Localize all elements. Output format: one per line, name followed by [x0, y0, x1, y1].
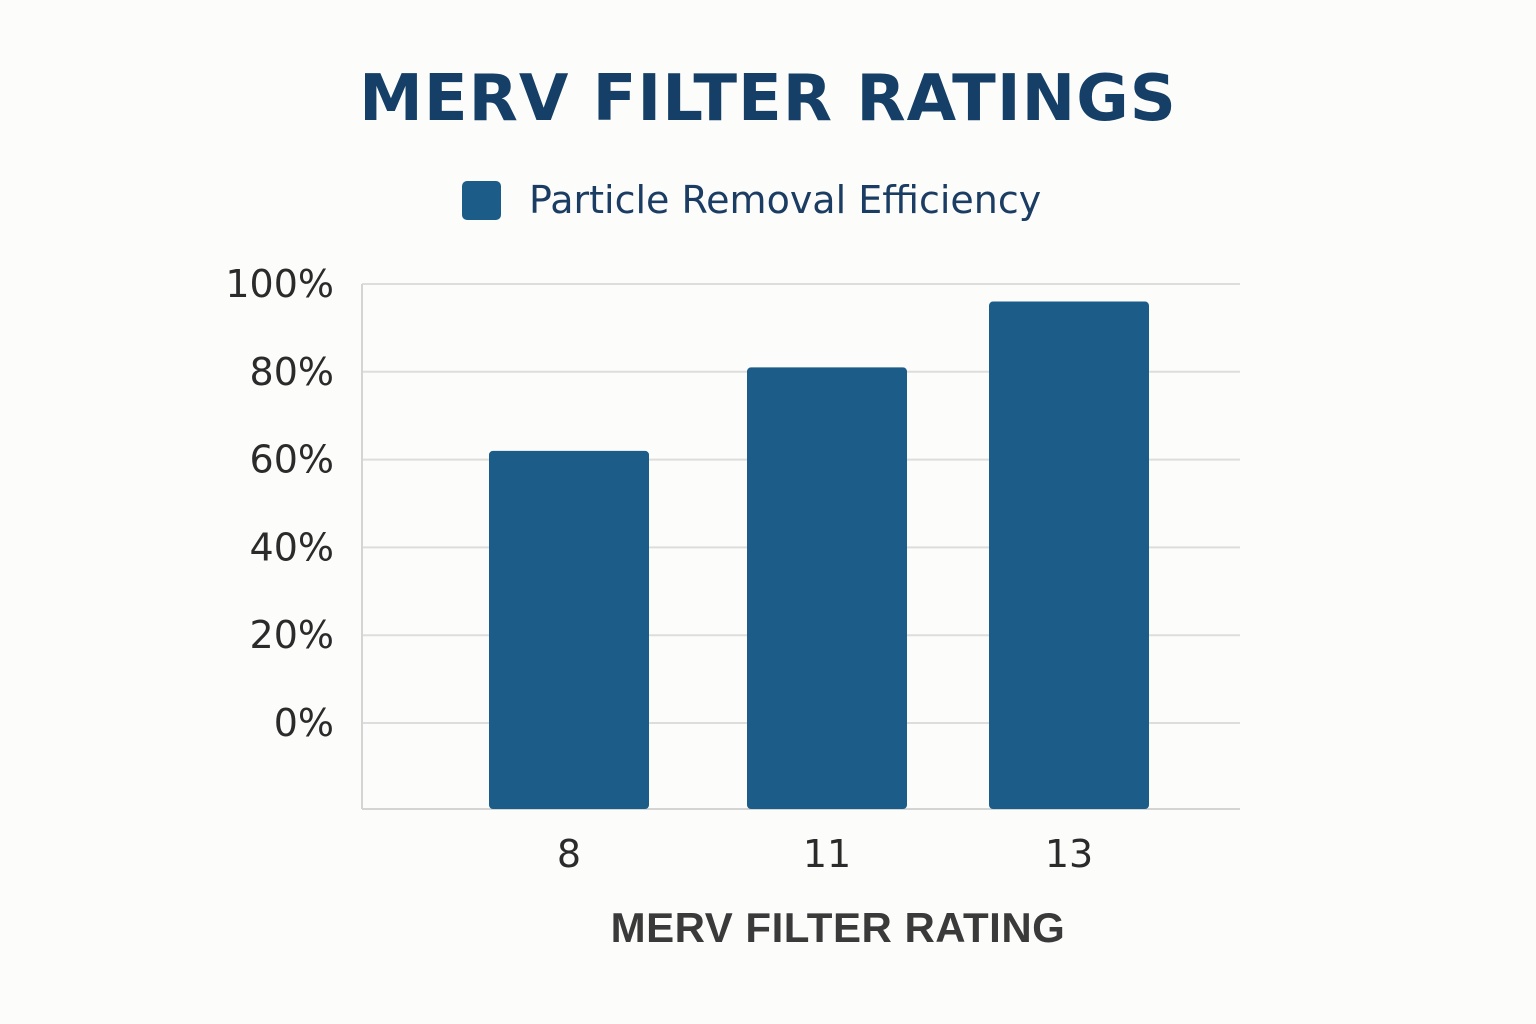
legend-swatch: [462, 180, 501, 220]
y-tick-label: 0%: [274, 701, 334, 745]
chart-legend: Particle Removal Efficiency: [462, 178, 1041, 222]
bar-merv-8: [489, 450, 649, 809]
y-tick-label: 60%: [250, 438, 334, 482]
legend-label: Particle Removal Efficiency: [529, 178, 1042, 222]
x-tick-label: 8: [557, 832, 581, 876]
y-tick-labels: 100% 80% 60% 40% 20% 0%: [225, 262, 334, 745]
chart-title: MERV FILTER RATINGS: [359, 62, 1177, 136]
y-tick-label: 20%: [250, 613, 334, 657]
y-tick-label: 80%: [250, 350, 334, 394]
y-tick-label: 100%: [225, 262, 334, 306]
x-tick-label: 11: [803, 832, 851, 876]
x-tick-label: 13: [1045, 832, 1093, 876]
x-axis-label: MERV FILTER RATING: [610, 904, 1066, 951]
bar-merv-11: [747, 367, 907, 809]
bars: [489, 301, 1149, 809]
x-tick-labels: 8 11 13: [557, 832, 1093, 876]
y-tick-label: 40%: [250, 525, 334, 569]
bar-merv-13: [989, 301, 1149, 809]
